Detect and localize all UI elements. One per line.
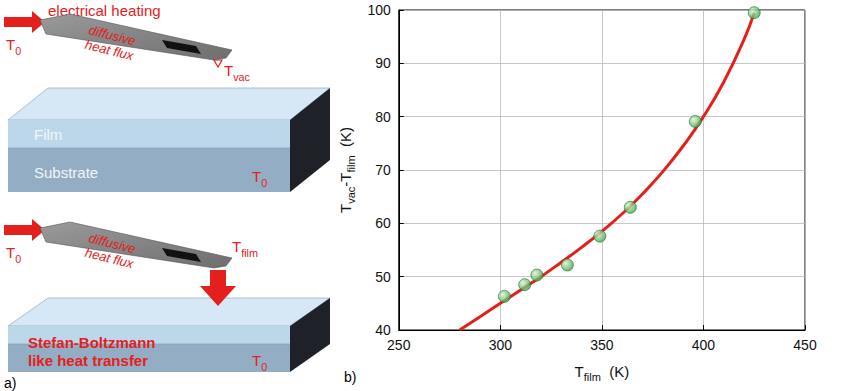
svg-text:electrical heating: electrical heating bbox=[48, 2, 161, 19]
svg-text:vac: vac bbox=[345, 186, 357, 204]
svg-text:450: 450 bbox=[793, 337, 817, 353]
svg-text:250: 250 bbox=[387, 337, 411, 353]
svg-text:60: 60 bbox=[375, 215, 391, 231]
svg-text:50: 50 bbox=[375, 269, 391, 285]
svg-text:Film: Film bbox=[34, 126, 62, 143]
svg-text:Tvac: Tvac bbox=[224, 62, 251, 83]
svg-text:diffusiveheat flux: diffusiveheat flux bbox=[84, 230, 139, 271]
svg-text:350: 350 bbox=[590, 337, 614, 353]
svg-text:-T: -T bbox=[337, 172, 354, 186]
svg-text:Tfilm: Tfilm bbox=[232, 238, 258, 259]
svg-text:b): b) bbox=[344, 369, 356, 385]
svg-text:T: T bbox=[337, 204, 354, 213]
svg-text:T: T bbox=[575, 363, 584, 380]
svg-text:80: 80 bbox=[375, 109, 391, 125]
svg-text:(K): (K) bbox=[337, 127, 354, 155]
svg-text:film: film bbox=[345, 155, 357, 172]
svg-text:Substrate: Substrate bbox=[34, 164, 98, 181]
svg-text:T0: T0 bbox=[6, 36, 21, 57]
svg-text:40: 40 bbox=[375, 322, 391, 338]
svg-text:70: 70 bbox=[375, 162, 391, 178]
svg-text:300: 300 bbox=[489, 337, 513, 353]
svg-text:diffusiveheat flux: diffusiveheat flux bbox=[84, 22, 139, 63]
svg-text:T0: T0 bbox=[6, 244, 21, 265]
svg-text:Stefan-Boltzmannlike heat tran: Stefan-Boltzmannlike heat transfer bbox=[28, 334, 156, 369]
svg-text:a): a) bbox=[4, 375, 16, 391]
svg-text:T0: T0 bbox=[252, 168, 267, 189]
svg-text:(K): (K) bbox=[601, 363, 629, 380]
svg-text:400: 400 bbox=[692, 337, 716, 353]
svg-text:90: 90 bbox=[375, 55, 391, 71]
svg-text:film: film bbox=[584, 371, 601, 383]
svg-text:T0: T0 bbox=[252, 352, 267, 373]
svg-text:100: 100 bbox=[367, 2, 391, 18]
